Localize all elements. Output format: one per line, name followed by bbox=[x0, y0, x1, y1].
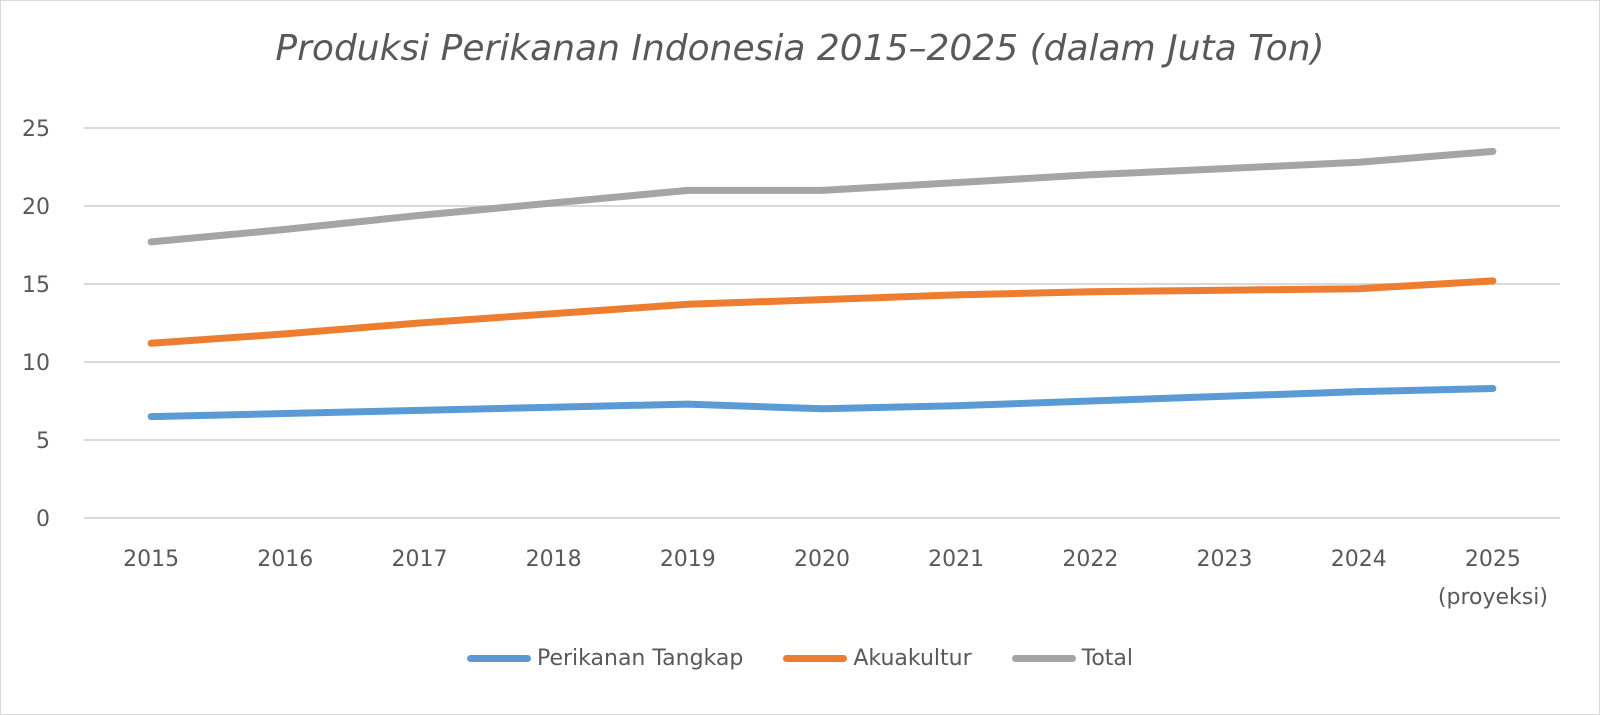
legend-label: Akuakultur bbox=[853, 646, 972, 671]
legend: Perikanan Tangkap Akuakultur Total bbox=[0, 646, 1600, 671]
x-tick-label: 2017 bbox=[391, 547, 447, 572]
y-tick-label: 15 bbox=[22, 273, 50, 298]
y-tick-label: 20 bbox=[22, 195, 50, 220]
y-tick-label: 10 bbox=[22, 351, 50, 376]
legend-label: Perikanan Tangkap bbox=[536, 646, 744, 671]
x-tick-label: 2020 bbox=[794, 547, 850, 572]
x-tick-label: 2023 bbox=[1197, 547, 1253, 572]
x-tick-label: 2015 bbox=[123, 547, 179, 572]
series-line-perikanan-tangkap bbox=[147, 385, 1497, 421]
x-tick-label: 2025 bbox=[1465, 547, 1521, 572]
x-tick-label: 2016 bbox=[257, 547, 313, 572]
x-tick-label: 2022 bbox=[1062, 547, 1118, 572]
series-lines bbox=[147, 147, 1497, 421]
legend-item: Akuakultur bbox=[783, 646, 972, 671]
legend-swatch bbox=[466, 655, 531, 662]
x-axis-ticks: 2015 2016 2017 2018 2019 2020 2021 2022 2023 2024… bbox=[123, 547, 1548, 610]
legend-label: Total bbox=[1081, 646, 1134, 671]
x-tick-label: 2019 bbox=[660, 547, 716, 572]
x-tick-sublabel: (proyeksi) bbox=[1438, 585, 1548, 610]
series-line-akuakultur bbox=[147, 277, 1497, 347]
legend-swatch bbox=[783, 655, 848, 662]
chart-title: Produksi Perikanan Indonesia 2015–2025 (… bbox=[275, 28, 1325, 69]
legend-item: Perikanan Tangkap bbox=[466, 646, 744, 671]
legend-item: Total bbox=[1011, 646, 1134, 671]
x-tick-label: 2018 bbox=[526, 547, 582, 572]
y-axis-ticks: 0 5 10 15 20 25 bbox=[22, 117, 50, 532]
x-tick-label: 2021 bbox=[928, 547, 984, 572]
series-line-total bbox=[147, 147, 1497, 246]
gridlines bbox=[84, 127, 1560, 519]
legend-swatch bbox=[1011, 655, 1076, 662]
y-tick-label: 5 bbox=[36, 429, 50, 454]
y-tick-label: 25 bbox=[22, 117, 50, 142]
y-tick-label: 0 bbox=[36, 507, 50, 532]
x-tick-label: 2024 bbox=[1331, 547, 1387, 572]
